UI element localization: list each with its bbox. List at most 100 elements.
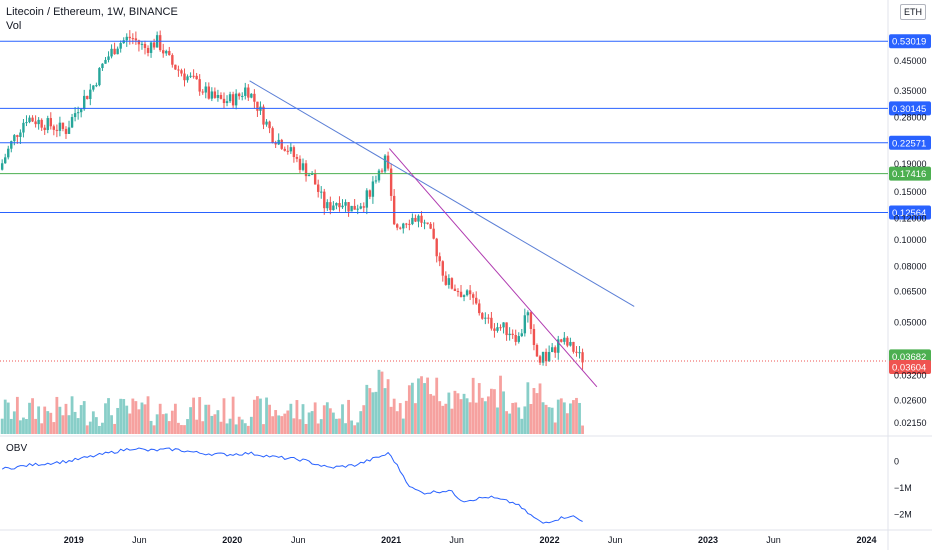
candle-body bbox=[67, 127, 71, 134]
candle-body bbox=[350, 205, 353, 212]
candle-body bbox=[64, 128, 68, 134]
candle-body bbox=[298, 158, 302, 170]
candles-group bbox=[0, 30, 584, 370]
candle-body bbox=[435, 238, 438, 257]
candle-body bbox=[347, 202, 350, 212]
price-tick-label: 0.02150 bbox=[894, 418, 927, 428]
candle-body bbox=[237, 93, 241, 97]
volume-bar bbox=[499, 375, 502, 434]
candle-body bbox=[456, 291, 460, 293]
volume-bar bbox=[58, 406, 62, 434]
volume-bar bbox=[438, 401, 442, 434]
level-price-label: 0.12564 bbox=[892, 208, 926, 219]
level-price-label: 0.22571 bbox=[892, 138, 926, 149]
price-tick-label: 0.12000 bbox=[894, 213, 927, 223]
volume-bar bbox=[237, 416, 241, 434]
candle-body bbox=[389, 168, 393, 196]
candle-body bbox=[171, 55, 174, 65]
candle-body bbox=[526, 312, 530, 316]
candle-body bbox=[210, 91, 214, 99]
volume-bar bbox=[410, 382, 414, 434]
volume-bar bbox=[216, 410, 220, 434]
volume-bar bbox=[341, 404, 344, 434]
candle-body bbox=[368, 190, 372, 197]
candle-body bbox=[192, 75, 195, 77]
candle-body bbox=[95, 85, 98, 87]
level-price-tag bbox=[889, 135, 931, 150]
candle-body bbox=[253, 93, 256, 102]
candle-body bbox=[165, 50, 168, 54]
candle-body bbox=[189, 75, 192, 77]
volume-bar bbox=[246, 425, 250, 434]
candle-body bbox=[180, 70, 183, 74]
volume-bar bbox=[572, 400, 575, 434]
volume-bar bbox=[158, 403, 162, 434]
volume-bar bbox=[517, 407, 521, 434]
volume-bar bbox=[12, 411, 16, 434]
candle-body bbox=[520, 333, 523, 337]
candle-body bbox=[49, 118, 52, 127]
volume-bar bbox=[407, 385, 411, 434]
volume-bar bbox=[22, 417, 25, 434]
volume-bar bbox=[207, 404, 211, 434]
volume-bar bbox=[359, 411, 363, 434]
candle-body bbox=[137, 40, 141, 45]
volume-bar bbox=[101, 422, 104, 434]
volume-bar bbox=[155, 414, 159, 434]
candle-body bbox=[566, 337, 569, 346]
volume-bar bbox=[210, 415, 214, 434]
candle-body bbox=[83, 95, 86, 110]
price-tick-label: 0.19000 bbox=[894, 159, 927, 169]
candle-body bbox=[465, 290, 469, 296]
candle-body bbox=[304, 163, 308, 177]
candle-body bbox=[13, 135, 16, 142]
candle-body bbox=[222, 98, 226, 104]
candle-body bbox=[380, 170, 384, 172]
price-tick-label: 0.06500 bbox=[894, 286, 927, 296]
candle-body bbox=[405, 223, 408, 225]
candle-body bbox=[43, 127, 46, 131]
candle-body bbox=[517, 336, 520, 342]
volume-bar bbox=[262, 424, 265, 434]
volume-bar bbox=[322, 405, 326, 434]
candle-body bbox=[177, 69, 180, 71]
candle-body bbox=[19, 132, 22, 137]
volume-bar bbox=[128, 413, 132, 434]
candle-body bbox=[92, 85, 95, 90]
volume-bar bbox=[9, 418, 13, 434]
currency-badge[interactable]: ETH bbox=[900, 4, 926, 20]
volume-bar bbox=[301, 404, 305, 434]
candle-body bbox=[101, 63, 104, 69]
volume-bar bbox=[356, 422, 360, 434]
candle-body bbox=[338, 203, 341, 208]
candle-body bbox=[131, 38, 135, 40]
volume-bar bbox=[201, 421, 205, 434]
volume-bar bbox=[283, 413, 287, 434]
volume-bar bbox=[508, 413, 512, 434]
volume-bar bbox=[268, 404, 271, 434]
current-price-label: 0.03604 bbox=[892, 362, 926, 373]
volume-bar bbox=[28, 402, 31, 434]
volume-bar bbox=[70, 396, 74, 434]
candle-body bbox=[7, 148, 10, 158]
volume-bar bbox=[417, 378, 420, 434]
volume-bar bbox=[338, 418, 341, 434]
volume-bar bbox=[85, 425, 89, 434]
candle-body bbox=[40, 119, 43, 128]
volume-bar bbox=[177, 422, 180, 434]
volume-group bbox=[0, 369, 584, 434]
volume-bar bbox=[493, 389, 496, 434]
candle-body bbox=[426, 222, 429, 224]
candle-body bbox=[429, 223, 432, 229]
candle-body bbox=[143, 43, 147, 48]
volume-bar bbox=[213, 414, 217, 434]
volume-bar bbox=[67, 415, 71, 434]
volume-bar bbox=[243, 423, 247, 434]
candle-body bbox=[478, 303, 481, 314]
volume-bar bbox=[559, 398, 563, 434]
volume-bar bbox=[280, 416, 284, 434]
volume-bar bbox=[52, 422, 56, 434]
volume-bar bbox=[435, 377, 439, 434]
candle-body bbox=[271, 128, 274, 143]
